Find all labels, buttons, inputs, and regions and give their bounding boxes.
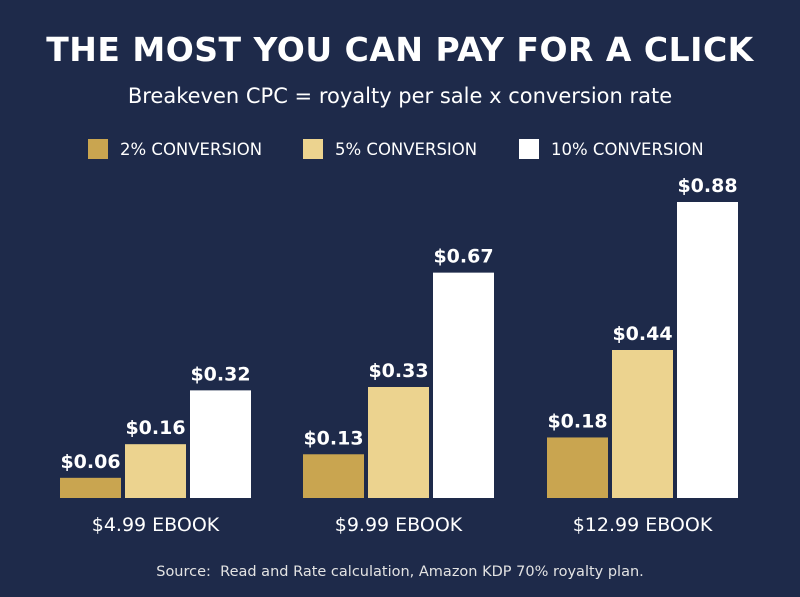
legend-item-10pct: 10% CONVERSION [519, 136, 704, 162]
chart-title: THE MOST YOU CAN PAY FOR A CLICK [46, 30, 754, 69]
legend-label-10pct: 10% CONVERSION [551, 139, 704, 159]
data-label-12-99-5pct: $0.44 [612, 323, 672, 345]
legend-label-5pct: 5% CONVERSION [335, 139, 478, 159]
category-label-4-99: $4.99 EBOOK [92, 514, 220, 536]
data-label-9-99-5pct: $0.33 [368, 360, 428, 382]
legend-swatch-5pct [303, 139, 323, 159]
data-label-12-99-10pct: $0.88 [677, 175, 737, 197]
legend-label-2pct: 2% CONVERSION [120, 139, 263, 159]
category-label-9-99: $9.99 EBOOK [335, 514, 463, 536]
bar-9-99-2pct [303, 454, 364, 498]
bar-9-99-5pct [368, 387, 429, 498]
legend: 2% CONVERSION 5% CONVERSION 10% CONVERSI… [0, 136, 800, 162]
legend-swatch-10pct [519, 139, 539, 159]
bar-4-99-10pct [190, 390, 251, 498]
data-label-9-99-2pct: $0.13 [303, 427, 363, 449]
bar-9-99-10pct [433, 272, 494, 498]
legend-swatch-2pct [88, 139, 108, 159]
bar-4-99-5pct [125, 444, 186, 498]
bar-12-99-10pct [677, 202, 738, 498]
data-label-12-99-2pct: $0.18 [547, 410, 607, 432]
data-label-9-99-10pct: $0.67 [433, 246, 493, 268]
category-label-12-99: $12.99 EBOOK [573, 514, 713, 536]
source-note: Source: Read and Rate calculation, Amazo… [156, 564, 644, 580]
legend-item-2pct: 2% CONVERSION [88, 136, 262, 162]
bar-12-99-2pct [547, 437, 608, 498]
legend-item-5pct: 5% CONVERSION [303, 136, 477, 162]
bar-12-99-5pct [612, 350, 673, 498]
data-label-4-99-10pct: $0.32 [190, 363, 250, 385]
chart-subtitle: Breakeven CPC = royalty per sale x conve… [127, 84, 673, 108]
data-label-4-99-2pct: $0.06 [60, 451, 120, 473]
data-label-4-99-5pct: $0.16 [125, 417, 185, 439]
bar-4-99-2pct [60, 477, 121, 498]
